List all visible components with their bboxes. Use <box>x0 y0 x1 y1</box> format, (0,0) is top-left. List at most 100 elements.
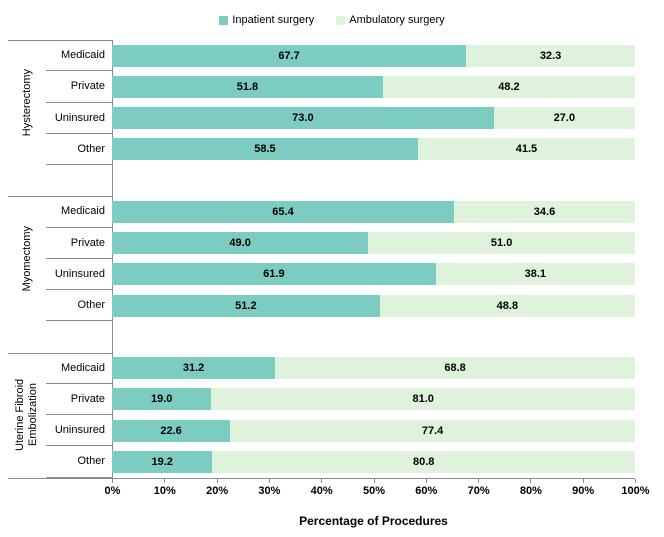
ambulatory-segment: 32.3 <box>466 44 635 67</box>
category-label: Private <box>46 384 112 415</box>
inpatient-segment: 65.4 <box>112 200 455 223</box>
inpatient-segment: 73.0 <box>112 107 494 130</box>
ambulatory-segment: 41.5 <box>417 138 635 161</box>
value-label: 48.2 <box>498 80 520 93</box>
x-tick-mark <box>321 478 323 483</box>
x-axis: 0% 10% 20% 30% 40% 50% 60% 70% 80% 90% 100% <box>8 478 650 505</box>
inpatient-segment: 51.8 <box>112 75 383 98</box>
group-rows: Medicaid 65.4 34.6 Private 49.0 51.0 Uninsured… <box>46 196 635 322</box>
value-label: 41.5 <box>515 143 538 156</box>
inpatient-segment: 61.9 <box>112 263 436 286</box>
x-tick-label: 10% <box>153 484 176 497</box>
inpatient-segment: 31.2 <box>112 357 276 380</box>
x-tick-mark <box>216 478 218 483</box>
x-tick-label: 40% <box>310 484 333 497</box>
value-label: 80.8 <box>412 455 435 468</box>
value-label: 34.6 <box>533 205 556 218</box>
bar-row: Medicaid 67.7 32.3 <box>46 40 635 72</box>
value-label: 68.8 <box>444 362 466 375</box>
bar-row: Other 51.2 48.8 <box>46 290 635 322</box>
group-rows: Medicaid 67.7 32.3 Private 51.8 48.2 Uninsured… <box>46 40 635 165</box>
legend-label-inpatient: Inpatient surgery <box>232 14 315 26</box>
value-label: 32.3 <box>539 49 562 62</box>
value-label: 73.0 <box>292 112 314 125</box>
x-tick-label: 20% <box>206 484 229 497</box>
category-label: Other <box>46 134 112 165</box>
bar-area: 65.4 34.6 <box>112 196 635 227</box>
procedure-group: Myomectomy Medicaid 65.4 34.6 Private 49.0 51.… <box>8 196 635 322</box>
group-label: Uterine Fibroid Embolization <box>14 378 39 452</box>
value-label: 27.0 <box>553 112 576 125</box>
stacked-bar: 19.2 80.8 <box>112 450 635 473</box>
stacked-bar: 31.2 68.8 <box>112 357 635 380</box>
category-axis-line <box>112 40 113 478</box>
value-label: 51.8 <box>236 80 259 93</box>
x-tick-mark <box>478 478 480 483</box>
bar-area: 58.5 41.5 <box>112 134 635 165</box>
x-tick-mark <box>112 478 113 483</box>
ambulatory-segment: 48.2 <box>382 75 635 98</box>
ambulatory-segment: 68.8 <box>275 357 635 380</box>
ambulatory-segment: 81.0 <box>211 388 635 411</box>
x-tick-label: 60% <box>415 484 438 497</box>
category-label: Private <box>46 228 112 259</box>
x-tick-label: 80% <box>519 484 542 497</box>
bar-row: Uninsured 73.0 27.0 <box>46 103 635 134</box>
stacked-bar: 67.7 32.3 <box>112 44 635 67</box>
value-label: 81.0 <box>412 393 434 406</box>
bar-row: Medicaid 31.2 68.8 <box>46 353 635 384</box>
bar-row: Private 51.8 48.2 <box>46 71 635 103</box>
group-gap <box>8 321 635 352</box>
group-label-cell: Myomectomy <box>8 196 46 321</box>
legend-label-ambulatory: Ambulatory surgery <box>349 14 445 26</box>
category-label: Other <box>46 290 112 322</box>
procedure-group: Hysterectomy Medicaid 67.7 32.3 Private 51.8 4… <box>8 40 635 165</box>
stacked-bar: 51.8 48.2 <box>112 75 635 98</box>
x-tick-mark <box>635 478 636 483</box>
stacked-bar: 22.6 77.4 <box>112 419 635 442</box>
bar-row: Other 19.2 80.8 <box>46 446 635 478</box>
value-label: 51.2 <box>235 299 257 312</box>
x-tick-mark <box>582 478 584 483</box>
category-label: Other <box>46 446 112 478</box>
legend: Inpatient surgery Ambulatory surgery <box>0 0 664 40</box>
stacked-bar: 61.9 38.1 <box>112 263 635 286</box>
stacked-bar: 65.4 34.6 <box>112 200 635 223</box>
bar-area: 73.0 27.0 <box>112 103 635 134</box>
bar-area: 51.2 48.8 <box>112 290 635 321</box>
bar-area: 67.7 32.3 <box>112 40 635 71</box>
value-label: 51.0 <box>490 237 513 250</box>
x-tick-mark <box>373 478 375 483</box>
group-separator-line <box>8 196 113 198</box>
ambulatory-segment: 27.0 <box>493 107 635 130</box>
inpatient-segment: 67.7 <box>112 44 467 67</box>
value-label: 19.0 <box>150 393 173 406</box>
procedure-group: Uterine Fibroid Embolization Medicaid 31.2… <box>8 352 635 478</box>
x-tick-mark <box>268 478 270 483</box>
value-label: 22.6 <box>160 424 182 437</box>
legend-item-inpatient: Inpatient surgery <box>219 14 314 26</box>
x-tick-mark <box>530 478 532 483</box>
chart-body: Hysterectomy Medicaid 67.7 32.3 Private 51.8 4… <box>8 40 635 479</box>
ambulatory-segment: 38.1 <box>435 263 635 286</box>
value-label: 48.8 <box>496 299 519 312</box>
ambulatory-segment: 48.8 <box>379 294 635 317</box>
bar-area: 51.8 48.2 <box>112 71 635 102</box>
category-label: Private <box>46 71 112 103</box>
x-tick-mark <box>164 478 166 483</box>
ambulatory-swatch-icon <box>336 15 346 25</box>
category-label: Medicaid <box>46 196 112 228</box>
group-rows: Medicaid 31.2 68.8 Private 19.0 81.0 Uninsured… <box>46 353 635 478</box>
value-label: 77.4 <box>421 424 444 437</box>
inpatient-segment: 19.2 <box>112 450 213 473</box>
bar-area: 19.2 80.8 <box>112 446 635 477</box>
bar-row: Private 19.0 81.0 <box>46 384 635 415</box>
bar-area: 61.9 38.1 <box>112 259 635 290</box>
bar-row: Uninsured 22.6 77.4 <box>46 415 635 447</box>
category-label: Uninsured <box>46 259 112 290</box>
bar-row: Other 58.5 41.5 <box>46 134 635 165</box>
stacked-bar: 73.0 27.0 <box>112 107 635 130</box>
group-separator-line <box>8 352 113 354</box>
value-label: 61.9 <box>263 268 285 281</box>
